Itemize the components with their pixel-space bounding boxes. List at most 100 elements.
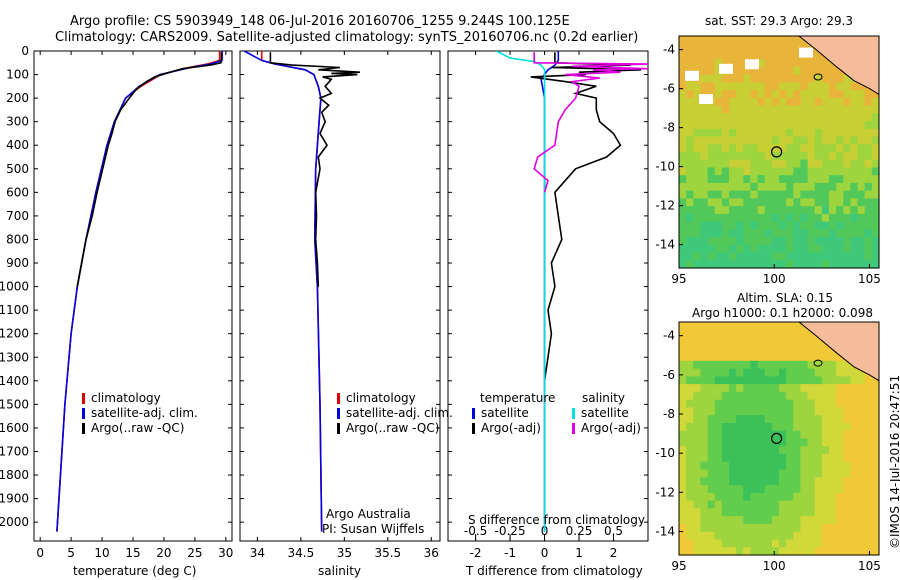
- heatmap-cell: [757, 66, 766, 76]
- heatmap-cell: [700, 159, 709, 168]
- heatmap-cell: [779, 82, 787, 91]
- heatmap-cell: [786, 59, 794, 68]
- heatmap-cell: [729, 516, 737, 525]
- heatmap-cell: [857, 492, 866, 502]
- heatmap-cell: [850, 136, 859, 145]
- heatmap-cell: [843, 523, 851, 533]
- heatmap-cell: [843, 121, 851, 130]
- heatmap-cell: [871, 407, 880, 416]
- heatmap-cell: [864, 500, 873, 509]
- heatmap-cell: [807, 454, 816, 463]
- heatmap-cell: [700, 128, 709, 138]
- heatmap-cell: [714, 105, 723, 114]
- heatmap-cell: [743, 500, 751, 509]
- heatmap-cell: [829, 229, 837, 238]
- x-top-tick-label: -0.25: [495, 524, 526, 538]
- heatmap-cell: [721, 337, 730, 346]
- heatmap-cell: [679, 337, 687, 346]
- heatmap-cell: [771, 167, 780, 176]
- heatmap-cell: [764, 182, 773, 192]
- heatmap-cell: [743, 198, 751, 207]
- x-tick-label: 34.5: [288, 546, 315, 560]
- heatmap-cell: [686, 508, 694, 517]
- heatmap-cell: [786, 144, 794, 153]
- heatmap-cell: [793, 391, 801, 401]
- x-tick-label: 0: [36, 546, 44, 560]
- heatmap-cell: [771, 547, 780, 556]
- heatmap-cell: [864, 190, 873, 199]
- sla-map-panel: 95 100 105-4-6-8-10-12-14: [655, 321, 881, 573]
- heatmap-cell: [679, 477, 687, 486]
- heatmap-cell: [743, 337, 751, 346]
- heatmap-cell: [700, 74, 709, 83]
- heatmap-cell: [714, 415, 723, 424]
- heatmap-cell: [793, 244, 801, 254]
- heatmap-cell: [814, 190, 823, 199]
- heatmap-cell: [700, 175, 709, 184]
- heatmap-cell: [836, 423, 844, 432]
- heatmap-cell: [721, 167, 730, 176]
- heatmap-cell: [679, 430, 687, 440]
- heatmap-cell: [750, 260, 759, 269]
- heatmap-cell: [793, 477, 801, 486]
- heatmap-cell: [743, 368, 751, 377]
- heatmap-cell: [729, 190, 737, 199]
- heatmap-cell: [829, 547, 837, 556]
- heatmap-cell: [836, 360, 844, 370]
- heatmap-cell: [764, 206, 773, 215]
- heatmap-cell: [793, 423, 801, 432]
- heatmap-cell: [850, 492, 859, 502]
- heatmap-cell: [743, 353, 751, 362]
- heatmap-cell: [743, 36, 751, 45]
- heatmap-cell: [693, 454, 701, 463]
- heatmap-cell: [743, 90, 751, 99]
- heatmap-cell: [707, 469, 716, 478]
- heatmap-cell: [771, 430, 780, 440]
- heatmap-cell: [700, 353, 709, 362]
- heatmap-cell: [721, 539, 730, 548]
- y-tick-label: 1300: [0, 350, 29, 364]
- heatmap-cell: [800, 221, 809, 230]
- heatmap-cell: [814, 252, 823, 261]
- heatmap-cell: [771, 461, 780, 471]
- heatmap-cell: [864, 438, 873, 447]
- heatmap-cell: [693, 368, 701, 377]
- heatmap-cell: [807, 446, 816, 455]
- heatmap-cell: [764, 500, 773, 509]
- heatmap-cell: [714, 353, 723, 362]
- heatmap-cell: [814, 113, 823, 122]
- heatmap-cell: [693, 469, 701, 478]
- heatmap-cell: [764, 43, 773, 52]
- heatmap-cell: [829, 144, 837, 153]
- heatmap-cell: [757, 376, 766, 385]
- heatmap-cell: [793, 43, 801, 52]
- heatmap-cell: [750, 82, 759, 91]
- heatmap-cell: [829, 368, 837, 377]
- heatmap-cell: [786, 159, 794, 168]
- heatmap-cell: [764, 136, 773, 145]
- heatmap-cell: [793, 90, 801, 99]
- heatmap-cell: [757, 516, 766, 525]
- heatmap-cell: [757, 360, 766, 370]
- heatmap-cell: [800, 190, 809, 199]
- heatmap-cell: [800, 368, 809, 377]
- heatmap-cell: [836, 82, 844, 91]
- heatmap-cell: [714, 531, 723, 541]
- heatmap-cell: [693, 345, 701, 354]
- heatmap-cell: [871, 531, 880, 541]
- y-tick-label: -8: [663, 407, 675, 421]
- heatmap-cell: [793, 547, 801, 556]
- heatmap-cell: [700, 415, 709, 424]
- heatmap-cell: [693, 430, 701, 440]
- heatmap-cell: [764, 376, 773, 385]
- heatmap-cell: [857, 485, 866, 494]
- heatmap-cell: [779, 221, 787, 230]
- heatmap-cell: [814, 500, 823, 509]
- heatmap-cell: [821, 59, 830, 68]
- heatmap-cell: [786, 547, 794, 556]
- heatmap-cell: [707, 136, 716, 145]
- heatmap-cell: [721, 244, 730, 254]
- heatmap-cell: [857, 167, 866, 176]
- heatmap-cell: [814, 244, 823, 254]
- heatmap-cell: [757, 175, 766, 184]
